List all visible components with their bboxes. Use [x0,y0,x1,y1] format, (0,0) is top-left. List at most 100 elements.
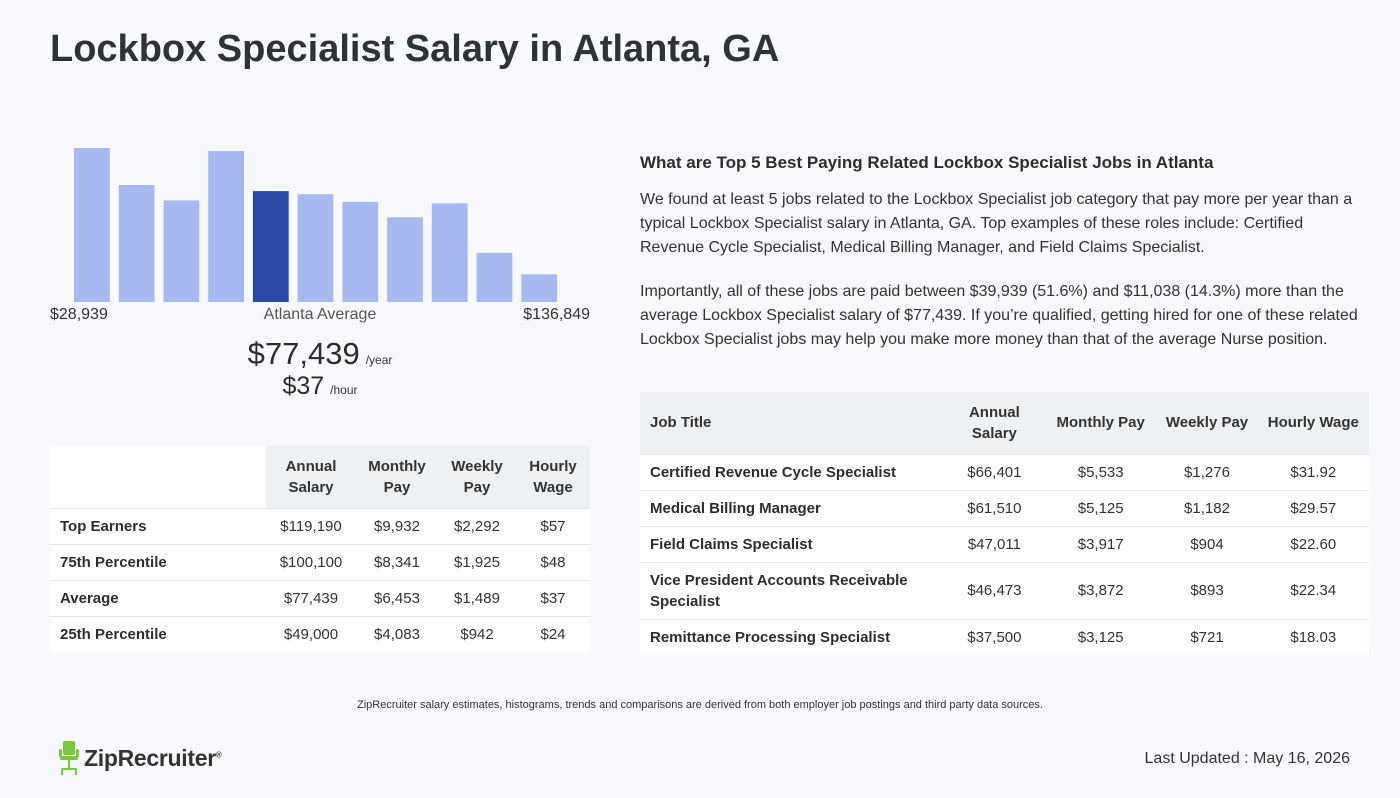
histogram-bar [297,194,334,302]
histogram-max-label: $136,849 [523,306,590,323]
job-row[interactable]: Field Claims Specialist $47,011 $3,917 $904… [640,525,1369,562]
percentile-weekly: $1,489 [438,579,516,616]
job-annual: $46,473 [943,561,1045,619]
jobs-header-monthly: Monthly Pay [1045,392,1157,454]
disclaimer: ZipRecruiter salary estimates, histogram… [357,699,1043,711]
related-jobs-heading: What are Top 5 Best Paying Related Lockb… [640,153,1214,172]
percentile-hourly: $48 [516,543,590,580]
job-annual: $66,401 [943,453,1045,490]
job-row[interactable]: Remittance Processing Specialist $37,500 $… [640,618,1369,655]
percentile-header-row: Annual Salary Monthly Pay Weekly Pay Hou… [50,446,590,508]
histogram-bar [476,252,513,302]
job-title[interactable]: Field Claims Specialist [640,525,944,562]
job-hourly: $29.57 [1257,489,1369,526]
histogram-bar [342,201,379,302]
job-monthly: $3,125 [1045,618,1157,655]
percentile-annual: $119,190 [266,507,356,544]
percentile-monthly: $9,932 [356,507,438,544]
histogram-bar [208,151,244,302]
salary-histogram [50,140,590,302]
percentile-monthly: $4,083 [356,615,438,652]
related-jobs-paragraph-2: Importantly, all of these jobs are paid … [640,283,1358,348]
histogram-bar [521,274,558,302]
job-weekly: $904 [1156,525,1258,562]
ziprecruiter-logo[interactable]: ZipRecruiter® [58,740,222,776]
logo-wordmark: ZipRecruiter [84,744,216,771]
job-weekly: $1,276 [1156,453,1258,490]
percentile-header-blank [50,446,266,508]
job-weekly: $721 [1156,618,1258,655]
histogram-bar [163,200,200,302]
percentile-weekly: $2,292 [438,507,516,544]
percentile-hourly: $57 [516,507,590,544]
logo-registered-mark: ® [215,749,222,759]
percentile-row: 25th Percentile $49,000 $4,083 $942 $24 [50,615,590,652]
job-hourly: $31.92 [1257,453,1369,490]
job-title[interactable]: Medical Billing Manager [640,489,944,526]
logo-text: ZipRecruiter® [84,744,222,772]
related-jobs-table: Job Title Annual Salary Monthly Pay Week… [640,392,1369,655]
percentile-table: Annual Salary Monthly Pay Weekly Pay Hou… [50,446,590,652]
percentile-row: Average $77,439 $6,453 $1,489 $37 [50,579,590,616]
average-yearly-unit: /year [365,353,393,367]
percentile-weekly: $1,925 [438,543,516,580]
job-title[interactable]: Remittance Processing Specialist [640,618,944,655]
histogram-mid-label: Atlanta Average [263,306,377,323]
percentile-row-label: Average [50,579,266,616]
job-hourly: $22.34 [1257,561,1369,619]
average-hourly-unit: /hour [330,383,358,397]
percentile-hourly: $24 [516,615,590,652]
job-hourly: $18.03 [1257,618,1369,655]
histogram-min-label: $28,939 [50,306,108,323]
histogram-bar [118,185,155,302]
jobs-header-row: Job Title Annual Salary Monthly Pay Week… [640,392,1369,454]
percentile-monthly: $8,341 [356,543,438,580]
job-hourly: $22.60 [1257,525,1369,562]
page-title: Lockbox Specialist Salary in Atlanta, GA [50,28,780,70]
percentile-annual: $100,100 [266,543,356,580]
job-row[interactable]: Certified Revenue Cycle Specialist $66,40… [640,453,1369,490]
job-title[interactable]: Certified Revenue Cycle Specialist [640,453,944,490]
percentile-annual: $49,000 [266,615,356,652]
percentile-row-label: 25th Percentile [50,615,266,652]
percentile-row-label: 75th Percentile [50,543,266,580]
job-annual: $61,510 [943,489,1045,526]
job-annual: $37,500 [943,618,1045,655]
histogram-labels: Atlanta Average $28,939 $136,849 [50,306,590,328]
percentile-weekly: $942 [438,615,516,652]
job-monthly: $3,917 [1045,525,1157,562]
percentile-row: 75th Percentile $100,100 $8,341 $1,925 $48 [50,543,590,580]
histogram-bar [431,203,468,302]
jobs-header-weekly: Weekly Pay [1156,392,1258,454]
histogram-bar-average [252,191,289,302]
histogram-bar [74,148,110,302]
job-row[interactable]: Medical Billing Manager $61,510 $5,125 $1,1… [640,489,1369,526]
percentile-annual: $77,439 [266,579,356,616]
jobs-header-hourly: Hourly Wage [1257,392,1369,454]
average-hourly: $37/hour [50,372,590,401]
job-monthly: $5,125 [1045,489,1157,526]
job-row[interactable]: Vice President Accounts Receivable Speci… [640,561,1369,619]
percentile-header-weekly: Weekly Pay [438,446,516,508]
percentile-hourly: $37 [516,579,590,616]
job-monthly: $5,533 [1045,453,1157,490]
job-weekly: $893 [1156,561,1258,619]
job-annual: $47,011 [943,525,1045,562]
job-monthly: $3,872 [1045,561,1157,619]
job-title[interactable]: Vice President Accounts Receivable Speci… [640,561,944,619]
chair-icon [59,741,79,775]
average-yearly: $77,439/year [50,336,590,372]
job-weekly: $1,182 [1156,489,1258,526]
jobs-header-title: Job Title [640,392,944,454]
last-updated: Last Updated : May 16, 2026 [1144,750,1350,767]
percentile-row-label: Top Earners [50,507,266,544]
average-yearly-value: $77,439 [247,336,360,371]
percentile-monthly: $6,453 [356,579,438,616]
percentile-header-annual: Annual Salary [266,446,356,508]
percentile-header-hourly: Hourly Wage [516,446,590,508]
jobs-header-annual: Annual Salary [943,392,1045,454]
related-jobs-paragraph-1: We found at least 5 jobs related to the … [640,191,1353,256]
histogram-bar [387,217,423,302]
average-hourly-value: $37 [282,372,325,400]
percentile-row: Top Earners $119,190 $9,932 $2,292 $57 [50,507,590,544]
